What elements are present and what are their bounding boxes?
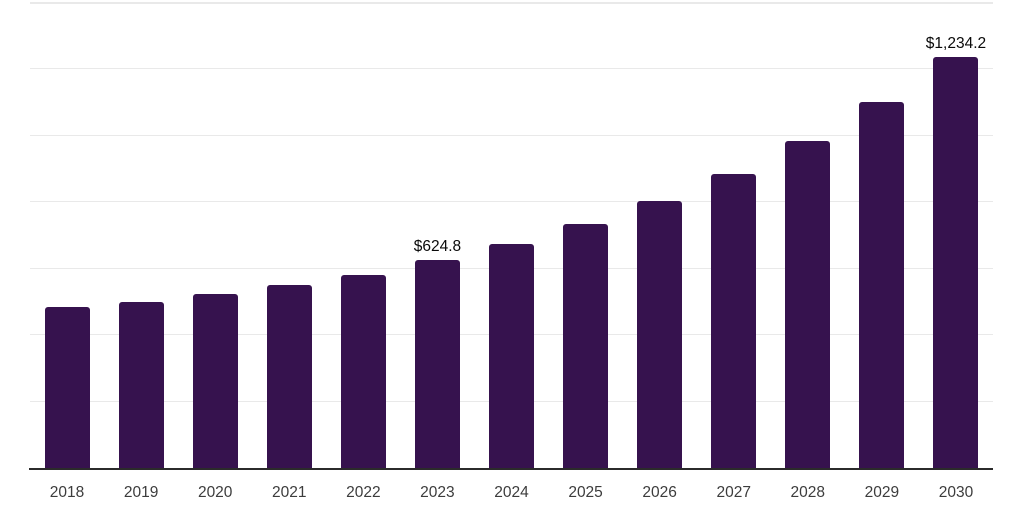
plot-area: 2018 2019 2020 2021 2022 2023 2024 2025 2026 2027… [29,0,993,501]
bar-2029 [859,101,905,468]
x-tick-label-2027: 2027 [716,484,751,501]
bar-2030 [933,57,979,468]
bar-2023 [414,260,460,468]
x-tick-label-2019: 2019 [123,484,159,501]
bar-2019 [118,301,164,468]
x-tick-label-2024: 2024 [494,484,529,501]
x-tick-label-2018: 2018 [49,484,85,501]
x-tick-label-2026: 2026 [642,484,677,501]
bar-2028 [785,140,831,468]
bar-2026 [637,201,683,468]
x-tick-label-2022: 2022 [346,484,381,501]
gridline-1000 [30,134,993,136]
bar-2025 [563,224,609,468]
x-tick-label-2023: 2023 [420,484,455,501]
data-label-2023: $624.8 [413,238,462,256]
bar-2024 [489,243,534,468]
x-tick-label-2021: 2021 [272,484,307,501]
gridline-1400 [30,2,993,4]
gridline-1200 [30,68,993,70]
x-tick-label-2028: 2028 [790,484,826,501]
data-label-2030: $1,234.2 [925,35,987,53]
gridline-800 [30,201,993,203]
bar-2022 [340,274,386,468]
bar-2020 [192,293,238,468]
bar-2027 [711,173,757,468]
x-tick-label-2020: 2020 [197,484,233,501]
bar-2018 [44,306,90,468]
x-axis-line [29,468,993,470]
bar-2021 [266,284,312,468]
x-tick-label-2030: 2030 [938,484,974,501]
x-tick-label-2029: 2029 [864,484,900,501]
x-tick-label-2025: 2025 [568,484,603,501]
